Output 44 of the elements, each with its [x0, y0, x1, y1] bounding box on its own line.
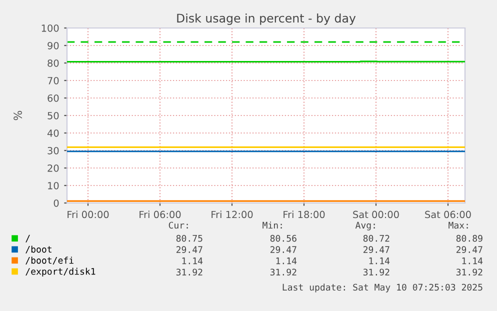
- legend-label: /boot/efi: [26, 256, 74, 264]
- text: Avg:: [355, 222, 375, 230]
- y-tick-label: 30: [48, 146, 59, 154]
- text: 29.47: [363, 246, 390, 254]
- text: Min:: [262, 222, 282, 229]
- text: 80.75: [176, 234, 202, 242]
- y-tick-label: 60: [48, 94, 59, 102]
- text: Last update: Sat May 10 07:25:03 2025: [282, 284, 482, 292]
- text: 31.92: [456, 268, 482, 276]
- text: 31.92: [270, 268, 296, 276]
- y-tick-label: 0: [54, 199, 59, 207]
- y-tick-label: 80: [48, 59, 59, 67]
- x-tick-label: Sat 00:00: [353, 210, 399, 218]
- text: Max:: [448, 222, 468, 229]
- y-tick-label: 100: [42, 24, 59, 32]
- legend-label: /: [26, 234, 30, 242]
- y-tick-label: 20: [48, 164, 59, 172]
- y-tick-label: 40: [47, 129, 59, 137]
- text: Cur:: [168, 222, 188, 229]
- text: 31.92: [363, 268, 390, 276]
- text: 80.72: [363, 234, 390, 242]
- x-tick-label: Fri 06:00: [140, 210, 181, 218]
- text: 80.89: [456, 234, 482, 242]
- legend-label: /boot: [26, 246, 52, 254]
- y-tick-label: 70: [48, 76, 59, 84]
- text: 1.14: [276, 258, 297, 264]
- text: 29.47: [270, 246, 296, 254]
- chart-title: Disk usage in percent - by day: [177, 13, 356, 25]
- y-axis-title: %: [14, 110, 22, 120]
- x-tick-label: Fri 00:00: [68, 210, 109, 218]
- x-tick-label: Fri 18:00: [284, 210, 325, 218]
- y-tick-label: 10: [48, 182, 59, 190]
- legend-label: /export/disk1: [26, 268, 96, 277]
- x-tick-label: Fri 12:00: [212, 210, 253, 218]
- y-tick-label: 90: [48, 42, 59, 50]
- text: 1.14: [462, 258, 483, 264]
- text: 29.47: [456, 246, 482, 254]
- y-tick-label: 50: [48, 112, 59, 120]
- text: 29.47: [176, 246, 202, 254]
- text: 1.14: [369, 258, 390, 264]
- text: 31.92: [176, 268, 202, 276]
- text: 80.56: [270, 234, 296, 242]
- text: 1.14: [182, 258, 203, 264]
- x-tick-label: Sat 06:00: [425, 210, 471, 218]
